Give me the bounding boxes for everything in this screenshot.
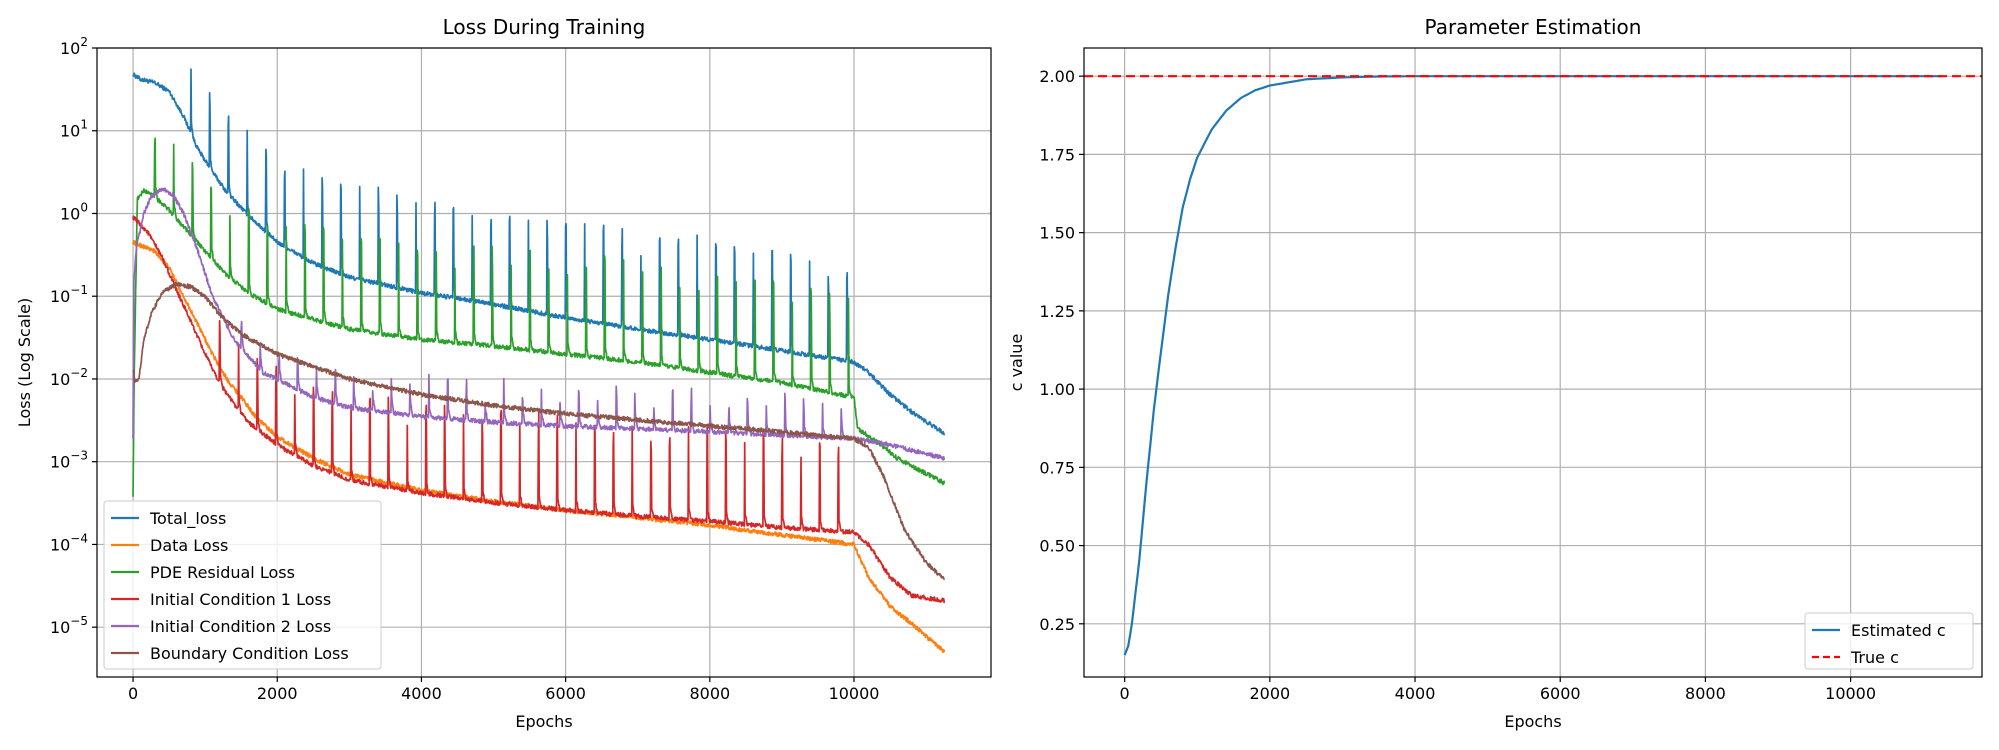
legend-frame	[103, 500, 382, 670]
y-tick-base: 10	[60, 204, 80, 223]
legend: Total_loss Data Loss PDE Residual Loss Init…	[103, 500, 382, 670]
x-tick-label: 2000	[1249, 684, 1290, 703]
legend-item: True c	[1812, 648, 1899, 667]
legend-label: PDE Residual Loss	[150, 563, 295, 582]
y-tick-label: 2.00	[1039, 67, 1075, 86]
y-tick-base: 10	[50, 287, 70, 306]
plot-area	[132, 68, 945, 654]
y-tick-exponent: −4	[70, 531, 88, 545]
x-tick-label: 10000	[1825, 684, 1876, 703]
y-tick-base: 10	[50, 370, 70, 389]
legend-label: Boundary Condition Loss	[150, 644, 349, 663]
legend-label: Estimated c	[1851, 621, 1946, 640]
x-tick-label: 8000	[689, 684, 730, 703]
y-tick-base: 10	[60, 39, 80, 58]
grid	[1084, 48, 1982, 677]
x-tick-label: 0	[128, 684, 138, 703]
x-tick-label: 4000	[1395, 684, 1436, 703]
y-tick-base: 10	[50, 535, 70, 554]
y-tick-exponent: 0	[80, 200, 88, 214]
chart-1: 0 2000 4000 6000 8000 1000010−510−410−310−210…	[15, 15, 992, 731]
chart-title: Parameter Estimation	[1425, 15, 1642, 39]
legend: Estimated c True c	[1804, 612, 1974, 670]
y-tick-label: 10−2	[50, 366, 88, 389]
legend-item: Estimated c	[1812, 621, 1946, 640]
y-tick-label: 1.25	[1039, 302, 1075, 321]
legend-label: True c	[1850, 648, 1899, 667]
x-tick-label: 6000	[1540, 684, 1581, 703]
legend-label: Data Loss	[150, 536, 228, 555]
y-tick-base: 10	[50, 618, 70, 637]
x-tick-label: 8000	[1685, 684, 1726, 703]
plot-area	[1084, 75, 1982, 656]
legend-label: Initial Condition 2 Loss	[150, 617, 331, 636]
y-tick-label: 10−1	[50, 283, 88, 306]
y-tick-exponent: 2	[80, 35, 88, 49]
x-tick-label: 0	[1120, 684, 1130, 703]
x-tick-label: 4000	[401, 684, 442, 703]
y-tick-label: 102	[60, 35, 88, 58]
legend-item: Data Loss	[111, 536, 228, 555]
y-tick-label: 10−3	[50, 449, 88, 472]
y-tick-label: 10−4	[50, 531, 88, 554]
y-axis-label: c value	[1007, 334, 1026, 392]
x-axis-label: Epochs	[1504, 712, 1561, 731]
series-total-loss-line	[132, 68, 945, 436]
legend-label: Total_loss	[149, 509, 226, 529]
legend-item: Initial Condition 1 Loss	[111, 590, 331, 609]
y-tick-label: 0.50	[1039, 537, 1075, 556]
series-estimated-c-line	[1123, 75, 1942, 656]
legend-item: Total_loss	[111, 509, 226, 529]
chart-2: 0 2000 4000 6000 8000 10000 0.25 0.50 0.75 1.00 1.…	[1007, 15, 1983, 731]
y-tick-exponent: −1	[70, 283, 88, 297]
y-tick-exponent: −3	[70, 449, 88, 463]
y-tick-label: 1.00	[1039, 380, 1075, 399]
chart-title: Loss During Training	[443, 15, 646, 39]
series-data-loss-line	[132, 240, 945, 654]
y-tick-label: 100	[60, 200, 88, 223]
y-tick-label: 101	[60, 118, 88, 141]
legend-label: Initial Condition 1 Loss	[150, 590, 331, 609]
legend-item: Initial Condition 2 Loss	[111, 617, 331, 636]
series-pde-residual-loss-line	[132, 137, 945, 497]
y-tick-label: 1.75	[1039, 145, 1075, 164]
legend-item: Boundary Condition Loss	[111, 644, 349, 663]
y-tick-exponent: 1	[80, 118, 88, 132]
y-tick-exponent: −5	[70, 614, 88, 628]
x-tick-label: 6000	[545, 684, 586, 703]
y-tick-exponent: −2	[70, 366, 88, 380]
series-boundary-condition-loss-line	[132, 281, 945, 581]
y-tick-label: 1.50	[1039, 224, 1075, 243]
x-axis-label: Epochs	[515, 712, 572, 731]
plot-frame	[96, 47, 992, 678]
y-tick-base: 10	[60, 122, 80, 141]
x-tick-label: 2000	[257, 684, 298, 703]
legend-frame	[1804, 612, 1974, 670]
x-tick-label: 10000	[829, 684, 880, 703]
plot-frame	[1083, 47, 1983, 678]
y-axis-label: Loss (Log Scale)	[15, 298, 34, 427]
y-tick-base: 10	[50, 453, 70, 472]
y-tick-label: 0.25	[1039, 615, 1075, 634]
y-tick-label: 10−5	[50, 614, 88, 637]
y-tick-label: 0.75	[1039, 458, 1075, 477]
legend-item: PDE Residual Loss	[111, 563, 295, 582]
